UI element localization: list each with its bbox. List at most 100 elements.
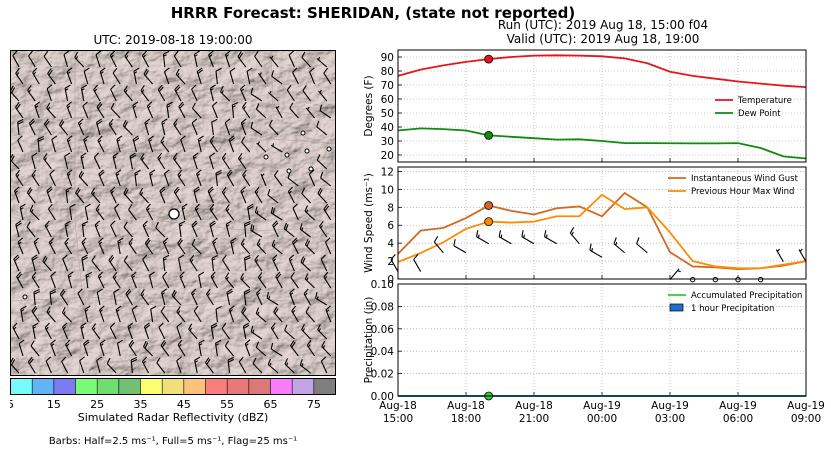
barb-full (15, 67, 20, 74)
map-wind-barb (231, 101, 239, 119)
barb-staff (115, 173, 121, 187)
barb-staff (453, 245, 467, 254)
barb-full (112, 271, 118, 278)
barb-half (320, 225, 323, 229)
barb-full (243, 322, 250, 327)
barb-full (270, 206, 274, 214)
barb-full (232, 101, 239, 106)
barb-half (322, 345, 326, 349)
barb-full (292, 67, 298, 73)
barb-staff (177, 242, 186, 255)
map-wind-barb (227, 356, 235, 374)
map-wind-barb (256, 238, 267, 255)
barb-half (193, 156, 197, 160)
map-wind-barb (266, 292, 279, 306)
map-wind-barb (63, 51, 70, 68)
barb-staff (225, 224, 231, 238)
map-wind-barb (271, 239, 283, 255)
page-title: HRRR Forecast: SHERIDAN, (state not repo… (170, 4, 576, 22)
barb-full (285, 224, 289, 231)
barb-staff (238, 361, 247, 374)
barb-staff (198, 275, 202, 289)
barb-staff (31, 156, 36, 170)
barb-full (309, 169, 315, 175)
barb-full (12, 322, 18, 328)
x-tick-date: Aug-18 (515, 400, 553, 412)
barb-staff (305, 244, 315, 255)
barb-staff (270, 348, 283, 357)
barb-full (61, 356, 67, 362)
map-wind-barb (83, 67, 90, 85)
barb-staff (124, 56, 133, 68)
colorbar-swatch (313, 378, 336, 395)
barb-half (212, 258, 216, 261)
barb-staff (230, 241, 235, 255)
barb-staff (267, 194, 279, 204)
barb-half (240, 88, 245, 92)
barb-full (288, 254, 295, 260)
barb-full (304, 273, 309, 280)
barb-staff (80, 156, 85, 170)
map-wind-barb (96, 101, 105, 119)
map-calm-circle (286, 168, 292, 174)
barb-full (32, 256, 38, 261)
barb-half (113, 156, 117, 159)
barb-half (161, 292, 165, 295)
barb-staff (97, 140, 105, 153)
map-wind-barb (305, 306, 316, 323)
barb-full (64, 152, 71, 157)
map-wind-barb (302, 85, 312, 102)
barb-full (323, 271, 329, 278)
barb-staff (106, 363, 117, 374)
barb-full (123, 221, 128, 228)
map-wind-barb (11, 153, 20, 170)
map-wind-barb (109, 51, 117, 68)
barb-full (238, 52, 244, 59)
barb-staff (20, 309, 24, 323)
barb-staff (323, 276, 332, 289)
barb-staff (188, 328, 198, 340)
barb-full (127, 322, 134, 328)
map-wind-barb (320, 254, 328, 272)
map-wind-barb (62, 322, 69, 340)
barb-full (66, 101, 72, 107)
map-wind-barb (17, 135, 24, 153)
barb-staff (37, 139, 40, 153)
barb-full (320, 171, 324, 179)
barb-staff (210, 326, 214, 340)
map-wind-barb (28, 118, 36, 136)
map-wind-barb (156, 357, 166, 374)
valid-time-marker (484, 54, 494, 64)
barb-half (221, 90, 224, 94)
barb-staff (270, 144, 283, 153)
barb-staff (209, 224, 214, 238)
barb-staff (209, 140, 218, 153)
barb-half (289, 258, 293, 262)
barb-half (207, 292, 210, 297)
map-wind-barb (160, 136, 170, 153)
barb-half (166, 105, 171, 108)
map-wind-barb (291, 237, 299, 255)
barb-half (223, 191, 226, 195)
barb-full (176, 322, 183, 328)
barb-half (158, 157, 162, 161)
barb-full (95, 204, 101, 210)
barb-half (239, 157, 242, 161)
barb-staff (64, 224, 69, 238)
colorbar-tick-label: 75 (307, 398, 321, 411)
map-wind-barb (212, 237, 218, 255)
barb-staff (228, 309, 235, 323)
barb-half (147, 105, 151, 109)
barb-full (240, 186, 246, 192)
barb-staff (139, 193, 150, 204)
barb-staff (256, 292, 263, 306)
map-wind-barb (31, 152, 38, 170)
barb-staff (211, 105, 218, 119)
barb-full (242, 169, 247, 176)
map-wind-barb (59, 288, 69, 306)
map-wind-barb (144, 237, 154, 255)
barb-full (18, 339, 25, 345)
barb-staff (141, 361, 150, 374)
map-wind-barb (289, 102, 299, 119)
